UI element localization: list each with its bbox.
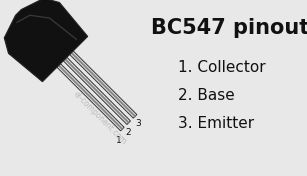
Polygon shape xyxy=(4,0,88,82)
Polygon shape xyxy=(57,64,124,131)
Text: 1. Collector: 1. Collector xyxy=(178,61,266,76)
Text: 1: 1 xyxy=(116,137,122,146)
Polygon shape xyxy=(70,51,137,118)
Text: 3: 3 xyxy=(136,119,141,128)
Polygon shape xyxy=(64,58,130,123)
Text: 3. Emitter: 3. Emitter xyxy=(178,117,254,131)
Polygon shape xyxy=(63,57,130,124)
Text: el-component.com: el-component.com xyxy=(72,90,128,146)
Bar xyxy=(152,0,307,176)
Polygon shape xyxy=(58,65,123,130)
Text: BC547 pinout: BC547 pinout xyxy=(151,18,307,38)
Polygon shape xyxy=(71,52,136,117)
Text: 2: 2 xyxy=(125,128,131,137)
Text: 2. Base: 2. Base xyxy=(178,89,235,103)
